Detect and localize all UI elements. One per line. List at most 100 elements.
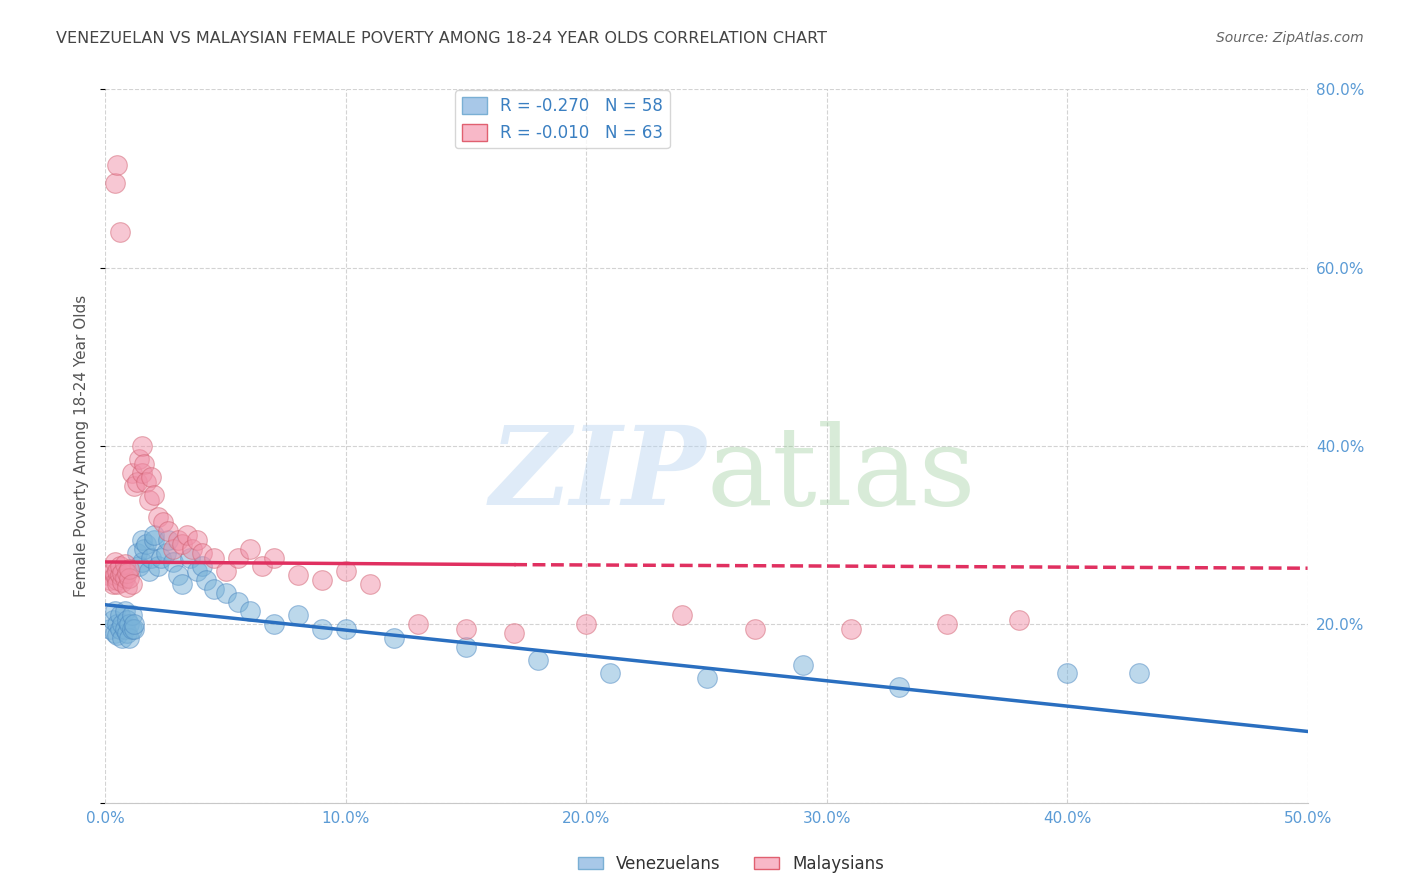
Point xyxy=(107,158,129,172)
Point xyxy=(179,550,201,565)
Point xyxy=(696,671,718,685)
Point xyxy=(139,550,162,565)
Point xyxy=(1056,666,1078,681)
Point xyxy=(311,622,333,636)
Point xyxy=(148,559,170,574)
Point xyxy=(101,613,124,627)
Point xyxy=(195,573,218,587)
Point xyxy=(190,546,212,560)
Point xyxy=(166,533,188,547)
Point xyxy=(124,617,146,632)
Point xyxy=(131,466,153,480)
Point xyxy=(214,564,236,578)
Point xyxy=(166,568,188,582)
Text: ZIP: ZIP xyxy=(489,421,707,528)
Point xyxy=(135,537,157,551)
Point xyxy=(115,566,138,580)
Point xyxy=(142,528,165,542)
Point xyxy=(104,604,127,618)
Point xyxy=(124,479,146,493)
Point xyxy=(142,488,165,502)
Point xyxy=(936,617,959,632)
Point xyxy=(239,604,262,618)
Point xyxy=(104,555,127,569)
Point xyxy=(121,466,143,480)
Point xyxy=(104,568,127,582)
Point xyxy=(527,653,550,667)
Point xyxy=(335,622,357,636)
Point xyxy=(250,559,273,574)
Point xyxy=(98,622,121,636)
Point xyxy=(156,533,179,547)
Point xyxy=(138,492,160,507)
Point xyxy=(139,470,162,484)
Point xyxy=(135,475,157,489)
Point xyxy=(118,617,141,632)
Point xyxy=(107,564,129,578)
Point xyxy=(107,628,129,642)
Point xyxy=(132,541,155,556)
Point xyxy=(792,657,814,672)
Point xyxy=(148,510,170,524)
Point xyxy=(114,622,136,636)
Point xyxy=(359,577,381,591)
Point xyxy=(263,550,285,565)
Point xyxy=(162,541,184,556)
Point xyxy=(121,622,143,636)
Point xyxy=(156,524,179,538)
Point xyxy=(186,564,208,578)
Legend: Venezuelans, Malaysians: Venezuelans, Malaysians xyxy=(571,848,891,880)
Point xyxy=(118,631,141,645)
Point xyxy=(111,574,134,589)
Point xyxy=(111,617,134,632)
Point xyxy=(176,528,198,542)
Point xyxy=(101,564,124,578)
Point xyxy=(138,564,160,578)
Point xyxy=(263,617,285,632)
Point xyxy=(108,622,131,636)
Point xyxy=(115,626,138,640)
Point xyxy=(128,559,150,574)
Y-axis label: Female Poverty Among 18-24 Year Olds: Female Poverty Among 18-24 Year Olds xyxy=(75,295,90,597)
Point xyxy=(132,457,155,471)
Point xyxy=(114,571,136,585)
Point xyxy=(311,573,333,587)
Point xyxy=(190,559,212,574)
Point xyxy=(575,617,598,632)
Point xyxy=(121,577,143,591)
Point xyxy=(118,562,141,576)
Point xyxy=(149,550,172,565)
Point xyxy=(115,613,138,627)
Point xyxy=(406,617,429,632)
Point xyxy=(382,631,405,645)
Point xyxy=(114,557,136,571)
Point xyxy=(118,571,141,585)
Text: atlas: atlas xyxy=(707,421,976,528)
Point xyxy=(107,617,129,632)
Point xyxy=(1128,666,1150,681)
Point xyxy=(131,555,153,569)
Point xyxy=(125,475,148,489)
Point xyxy=(239,541,262,556)
Point xyxy=(162,555,184,569)
Point xyxy=(887,680,910,694)
Point xyxy=(108,608,131,623)
Point xyxy=(335,564,357,578)
Point xyxy=(152,515,174,529)
Point xyxy=(503,626,526,640)
Point xyxy=(172,577,194,591)
Point xyxy=(1008,613,1031,627)
Point xyxy=(101,577,124,591)
Point xyxy=(111,566,134,580)
Point xyxy=(114,604,136,618)
Point xyxy=(121,608,143,623)
Point xyxy=(202,582,225,596)
Point xyxy=(226,595,249,609)
Point xyxy=(155,546,177,560)
Point xyxy=(108,559,131,574)
Text: Source: ZipAtlas.com: Source: ZipAtlas.com xyxy=(1216,31,1364,45)
Point xyxy=(226,550,249,565)
Point xyxy=(454,622,477,636)
Point xyxy=(128,452,150,467)
Point xyxy=(744,622,766,636)
